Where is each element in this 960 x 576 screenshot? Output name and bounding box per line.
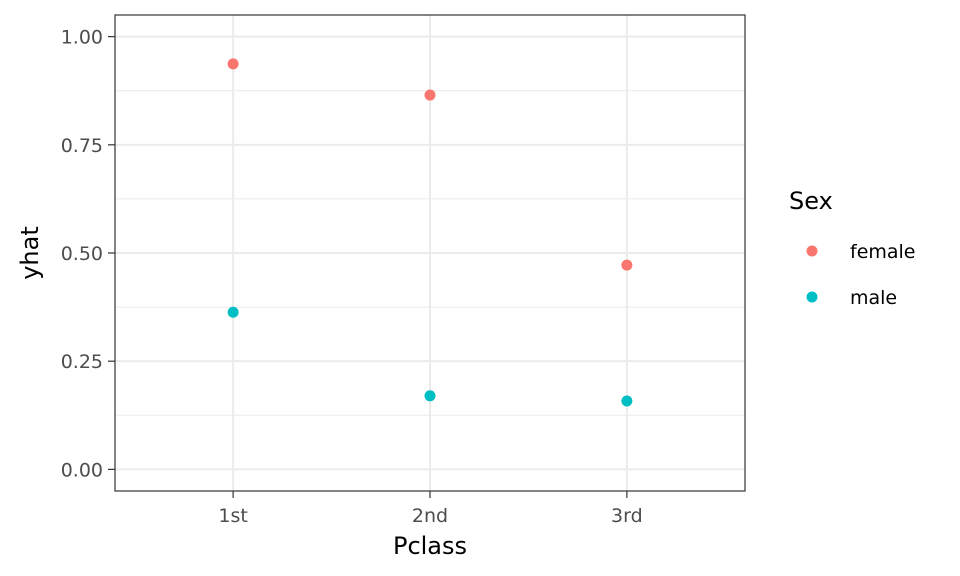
- x-tick-label: 3rd: [611, 505, 643, 527]
- data-points: [227, 58, 633, 407]
- data-point-male: [227, 306, 239, 318]
- data-point-male: [621, 395, 633, 407]
- y-tick-label: 0.75: [61, 135, 103, 157]
- x-axis-title: Pclass: [393, 532, 467, 560]
- x-tick-label: 2nd: [412, 505, 448, 527]
- legend-label-male: male: [850, 287, 897, 309]
- legend-title: Sex: [789, 187, 833, 215]
- data-point-female: [424, 89, 436, 101]
- y-tick-label: 1.00: [61, 27, 103, 49]
- y-tick-label: 0.50: [61, 243, 103, 265]
- legend-label-female: female: [850, 241, 916, 263]
- data-point-male: [424, 390, 436, 402]
- x-tick-label: 1st: [218, 505, 247, 527]
- x-axis: 1st 2nd 3rd: [218, 491, 643, 527]
- y-axis: 0.00 0.25 0.50 0.75 1.00: [61, 27, 115, 481]
- legend-key-male: [806, 291, 818, 303]
- legend: Sex female male: [789, 187, 916, 309]
- y-tick-label: 0.25: [61, 351, 103, 373]
- y-axis-title: yhat: [16, 226, 44, 280]
- data-point-female: [227, 58, 239, 70]
- data-point-female: [621, 259, 633, 271]
- y-tick-label: 0.00: [61, 459, 103, 481]
- legend-key-female: [806, 245, 818, 257]
